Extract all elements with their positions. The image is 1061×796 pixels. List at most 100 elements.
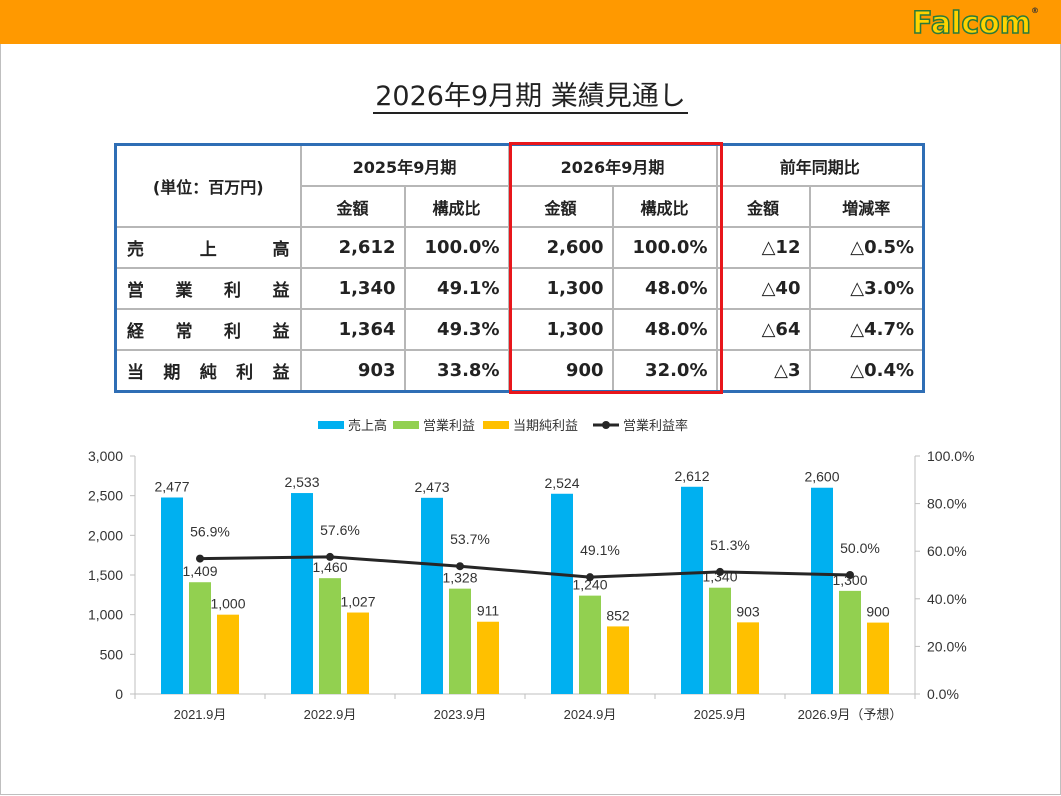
table-cell: 33.8% <box>403 349 510 393</box>
header-fy2026: 2026年9月期 <box>507 143 718 187</box>
bar-data-label: 852 <box>606 607 630 623</box>
line-data-label: 50.0% <box>840 540 880 556</box>
bar-operating-profit <box>579 595 601 694</box>
bar-data-label: 2,473 <box>414 479 449 495</box>
table-row: 売上高 2,612 100.0% 2,600 100.0% △12 △0.5% <box>114 226 925 269</box>
table-cell: 2,600 <box>507 226 614 269</box>
bar-data-label: 903 <box>736 603 760 619</box>
y-tick-label: 1,500 <box>88 567 123 583</box>
y-tick-label: 2,000 <box>88 527 123 543</box>
y2-tick-label: 80.0% <box>927 496 967 512</box>
bar-data-label: 900 <box>866 604 890 620</box>
table-cell: 903 <box>299 349 406 393</box>
bar-data-label: 911 <box>477 603 500 619</box>
y2-tick-label: 0.0% <box>927 686 959 702</box>
legend-swatch <box>318 421 344 429</box>
bar-net-profit <box>607 626 629 694</box>
bar-data-label: 2,477 <box>154 478 189 494</box>
bar-data-label: 2,612 <box>674 468 709 484</box>
bar-data-label: 1,240 <box>572 577 607 593</box>
row-label: 売上高 <box>114 226 302 269</box>
table-cell: 2,612 <box>299 226 406 269</box>
falcom-logo: Falcom® <box>911 5 1039 42</box>
bar-data-label: 2,600 <box>804 469 839 485</box>
bar-net-profit <box>477 621 499 694</box>
table-cell: 49.3% <box>403 308 510 351</box>
y2-tick-label: 40.0% <box>927 591 967 607</box>
y-tick-label: 2,500 <box>88 488 123 504</box>
y-tick-label: 0 <box>115 686 123 702</box>
header-bar <box>0 0 1061 44</box>
x-tick-label: 2023.9月 <box>434 707 487 722</box>
table-cell: △64 <box>715 308 811 351</box>
bar-operating-profit <box>709 587 731 694</box>
row-label: 当期純利益 <box>114 349 302 393</box>
y-tick-label: 500 <box>100 646 124 662</box>
forecast-table: (単位：百万円) 2025年9月期 2026年9月期 前年同期比 金額 構成比 … <box>114 143 925 393</box>
bar-sales <box>811 487 833 694</box>
y2-tick-label: 100.0% <box>927 448 974 464</box>
line-data-label: 49.1% <box>580 542 620 558</box>
bar-net-profit <box>737 622 759 694</box>
bar-sales <box>551 493 573 694</box>
line-point <box>846 571 854 579</box>
y2-tick-label: 60.0% <box>927 543 967 559</box>
bar-operating-profit <box>319 578 341 694</box>
table-cell: △40 <box>715 267 811 310</box>
x-tick-label: 2025.9月 <box>694 707 747 722</box>
header-fy2025: 2025年9月期 <box>299 143 510 187</box>
table-cell: △3 <box>715 349 811 393</box>
bar-operating-profit <box>839 590 861 694</box>
bar-data-label: 1,328 <box>442 570 477 586</box>
y2-tick-label: 20.0% <box>927 638 967 654</box>
legend-label: 営業利益 <box>423 418 475 433</box>
page-title: 2026年9月期 業績見通し <box>373 81 688 114</box>
legend-swatch <box>602 421 610 429</box>
bar-data-label: 2,524 <box>544 475 579 491</box>
row-label: 営業利益 <box>114 267 302 310</box>
bar-data-label: 1,027 <box>340 594 375 610</box>
table-cell: △0.4% <box>808 349 925 393</box>
subheader-amount: 金額 <box>299 185 406 228</box>
bar-operating-profit <box>449 588 471 694</box>
bar-net-profit <box>867 622 889 694</box>
table-cell: 900 <box>507 349 614 393</box>
subheader-amount: 金額 <box>507 185 614 228</box>
bar-net-profit <box>217 614 239 694</box>
x-tick-label: 2022.9月 <box>304 707 357 722</box>
legend-swatch <box>393 421 419 429</box>
performance-chart: 0 500 1,000 1,500 2,000 2,500 3,000 0.0% 20.0% 40… <box>88 418 975 722</box>
legend-label: 営業利益率 <box>623 418 688 433</box>
x-tick-label: 2021.9月 <box>174 707 227 722</box>
table-cell: 1,340 <box>299 267 406 310</box>
line-data-label: 53.7% <box>450 531 490 547</box>
legend-swatch <box>483 421 509 429</box>
table-cell: 49.1% <box>403 267 510 310</box>
subheader-amount: 金額 <box>715 185 811 228</box>
line-point <box>456 562 464 571</box>
y-tick-label: 3,000 <box>88 448 123 464</box>
legend-label: 当期純利益 <box>513 418 578 433</box>
table-cell: 32.0% <box>611 349 718 393</box>
table-cell: △12 <box>715 226 811 269</box>
table-cell: 1,364 <box>299 308 406 351</box>
subheader-ratio: 構成比 <box>403 185 510 228</box>
bar-net-profit <box>347 612 369 694</box>
table-cell: △0.5% <box>808 226 925 269</box>
unit-label: (単位：百万円) <box>114 143 302 228</box>
bar-data-label: 2,533 <box>284 474 319 490</box>
line-data-label: 57.6% <box>320 522 360 538</box>
x-tick-label: 2024.9月 <box>564 707 617 722</box>
table-cell: 48.0% <box>611 267 718 310</box>
bar-sales <box>681 486 703 694</box>
table-cell: △3.0% <box>808 267 925 310</box>
legend-label: 売上高 <box>348 418 387 433</box>
subheader-change-rate: 増減率 <box>808 185 925 228</box>
table-cell: 1,300 <box>507 267 614 310</box>
header-yoy: 前年同期比 <box>715 143 925 187</box>
bar-operating-profit <box>189 582 211 694</box>
bar-sales <box>291 493 313 694</box>
table-cell: 100.0% <box>403 226 510 269</box>
line-point <box>586 573 594 582</box>
table-cell: 48.0% <box>611 308 718 351</box>
